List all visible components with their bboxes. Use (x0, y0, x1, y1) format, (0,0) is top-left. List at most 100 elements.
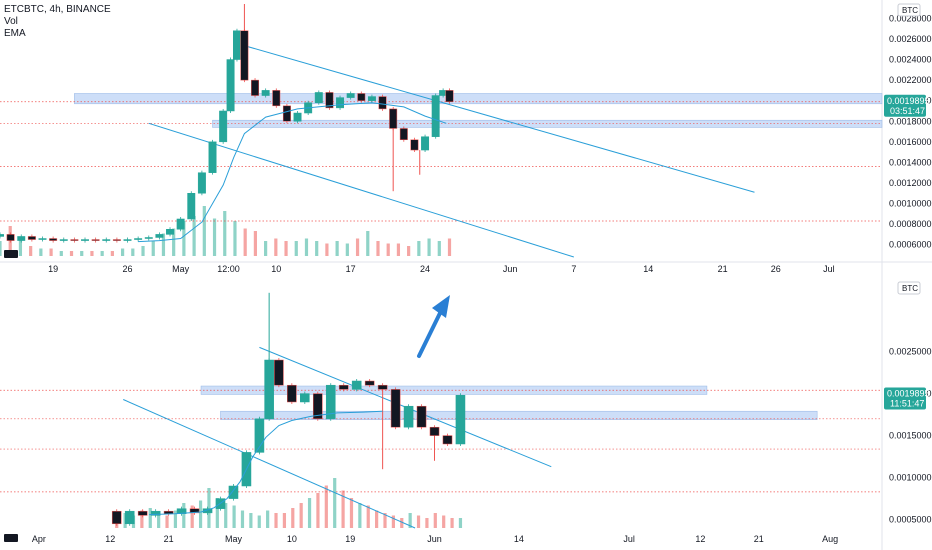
panel2-candle-body (312, 393, 323, 420)
panel2-volume-bar (358, 503, 362, 528)
legend-indicator-vol[interactable]: Vol (4, 16, 18, 27)
panel2-candle-body (429, 426, 440, 436)
panel1-candle-body (155, 234, 164, 238)
panel1-volume-bar (407, 246, 411, 256)
panel1-volume-bar (304, 238, 309, 256)
panel1-candle-body (176, 218, 185, 230)
panel1-candle-body (123, 239, 132, 241)
panel1-candle-body (219, 110, 228, 143)
panel1-volume-bar (264, 241, 268, 256)
panel2-candle-body (351, 380, 362, 390)
panel2-volume-bar (148, 508, 152, 528)
panel2-support-resistance-zone (200, 385, 708, 395)
panel1-volume-bar (417, 241, 421, 256)
panel2-chart: 0.00250000.00200000.00150000.00100000.00… (0, 281, 932, 544)
breakout-arrow-head (432, 295, 450, 318)
panel1-volume-bar (447, 238, 452, 256)
panel1-candle-body (91, 239, 100, 241)
panel2-volume-bar (274, 513, 278, 528)
chart-legend: ETCBTC, 4h, BINANCE Vol EMA (4, 4, 111, 40)
panel1-volume-bar (8, 226, 12, 256)
panel2-volume-bar (165, 515, 169, 528)
legend-symbol[interactable]: ETCBTC, 4h, BINANCE (4, 4, 111, 15)
panel1-trendline (148, 122, 574, 258)
panel2-candle-body (124, 510, 135, 525)
panel2-y-tick-label: 0.0005000 (889, 515, 932, 525)
panel1-volume-bar (355, 238, 360, 256)
panel2-volume-bar (182, 503, 186, 528)
panel2-candle-body (403, 405, 414, 428)
panel1-volume-bar (284, 241, 288, 256)
panel2-y-tick-label: 0.0025000 (889, 347, 932, 357)
panel1-volume-bar (90, 251, 94, 256)
panel2-volume-bar (190, 505, 194, 528)
panel2-volume-bar (400, 518, 404, 528)
panel1-candle-body (49, 238, 58, 241)
panel1-volume-bar (345, 243, 349, 256)
panel1-x-tick-label: 7 (571, 264, 576, 274)
panel1-volume-bar (131, 248, 135, 256)
panel2-candle-body (274, 359, 284, 386)
panel2-volume-bar (266, 510, 270, 528)
panel2-unit-label: BTC (902, 284, 918, 293)
panel1-candle-body (272, 90, 281, 107)
panel2-volume-bar (375, 510, 379, 528)
panel2-x-tick-label: Jul (623, 534, 635, 544)
panel1-volume-bar (192, 216, 196, 256)
panel1-x-tick-label: 21 (718, 264, 728, 274)
panel1-volume-bar (315, 241, 319, 256)
panel1-candle-body (293, 112, 302, 122)
panel1-volume-bar (172, 228, 176, 256)
panel2-volume-bar (391, 515, 395, 528)
panel1-volume-bar (233, 221, 237, 256)
panel2-volume-bar (416, 515, 421, 528)
panel1-candle-body (17, 236, 26, 241)
panel1-volume-bar (100, 251, 104, 256)
panel1-volume-bar (110, 251, 114, 256)
panel1-x-tick-label: 19 (48, 264, 58, 274)
panel1-candle-body (410, 139, 419, 151)
panel1-candle-body (378, 96, 387, 110)
legend-indicator-ema[interactable]: EMA (4, 28, 26, 39)
panel1-y-tick-label: 0.0006000 (889, 240, 932, 250)
panel1-volume-bar (325, 243, 329, 256)
panel1-x-tick-label: 12:00 (217, 264, 240, 274)
panel2-volume-bar (257, 515, 261, 528)
panel2-volume-bar (425, 518, 429, 528)
panel2-countdown-label: 11:51:47 (890, 398, 924, 408)
panel2-x-tick-label: 12 (695, 534, 705, 544)
panel1-candle-body (314, 92, 323, 103)
panel1-volume-bar (427, 238, 431, 256)
panel1-trendline (238, 43, 755, 193)
panel1-y-tick-label: 0.0010000 (889, 199, 932, 209)
panel1-volume-bar (141, 246, 145, 256)
panel1-unit-box (897, 3, 921, 17)
panel2-x-tick-label: 14 (514, 534, 524, 544)
panel1-y-tick-label: 0.0026000 (889, 34, 932, 44)
panel2-last-price-badge (884, 387, 926, 410)
panel2-y-tick-label: 0.0015000 (889, 431, 932, 441)
panel1-candle-body (233, 30, 241, 60)
breakout-arrow-shaft (417, 305, 445, 358)
panel2-trendline (123, 399, 416, 529)
panel1-candle-body (6, 234, 15, 241)
panel2-candle-body (442, 435, 453, 445)
panel2-volume-bar (291, 508, 295, 528)
panel1-candle-body (59, 239, 68, 241)
panel1-candle-body (346, 93, 355, 98)
panel1-volume-bar (59, 251, 63, 256)
panel1-volume-bar (49, 248, 53, 256)
panel1-volume-bar (223, 211, 227, 256)
panel1-candle-body (166, 229, 174, 235)
panel1-volume-bar (274, 238, 278, 256)
panel1-candle-body (187, 193, 196, 220)
panel1-y-tick-label: 0.0028000 (889, 13, 932, 23)
panel1-y-tick-label: 0.0024000 (889, 55, 932, 65)
panel2-volume-bar (173, 510, 178, 528)
panel1-candle-body (226, 59, 235, 112)
panel1-chart: 0.0028000 0.0026000 0.0024000 0.0022000 0.00… (0, 3, 932, 274)
panel1-volume-bar (335, 241, 339, 256)
panel1-volume-bar (253, 231, 257, 256)
panel1-volume-bar (212, 218, 217, 256)
panel1-volume-bar (366, 231, 370, 256)
